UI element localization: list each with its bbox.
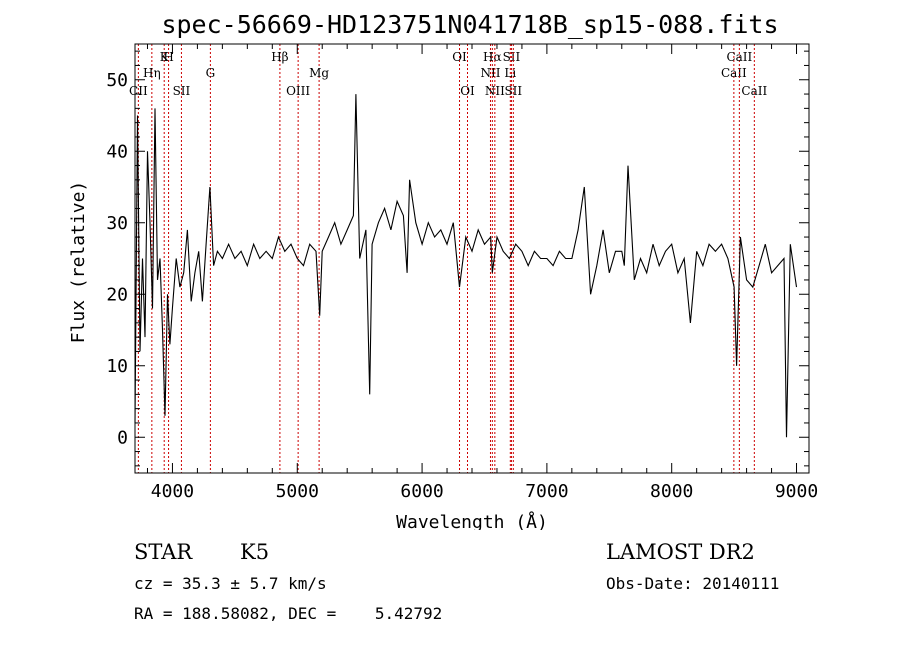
y-tick-label: 40 bbox=[106, 141, 128, 162]
y-tick-label: 30 bbox=[106, 213, 128, 234]
spectral-line-label: SII bbox=[173, 84, 191, 98]
observation-date: Obs-Date: 20140111 bbox=[606, 574, 780, 593]
object-subclass: K5 bbox=[240, 540, 270, 564]
y-tick-label: 10 bbox=[106, 356, 128, 377]
x-tick-label: 8000 bbox=[650, 481, 693, 502]
spectral-line-label: Hη bbox=[143, 66, 161, 80]
spectral-line-label: CaII bbox=[741, 84, 767, 98]
spectral-line-label: CII bbox=[129, 84, 148, 98]
x-axis-label: Wavelength (Å) bbox=[396, 511, 548, 530]
spectral-line-label: OIII bbox=[286, 84, 310, 98]
x-tick-label: 5000 bbox=[276, 481, 319, 502]
spectral-line-label: Mg bbox=[309, 66, 329, 80]
spectral-line-label: SII bbox=[504, 84, 522, 98]
y-axis-label: Flux (relative) bbox=[68, 181, 89, 344]
y-tick-label: 20 bbox=[106, 284, 128, 305]
spectral-line-label: OI bbox=[452, 50, 467, 64]
x-tick-label: 4000 bbox=[151, 481, 194, 502]
spectral-line-label: CaII bbox=[721, 66, 747, 80]
object-class: STAR bbox=[134, 540, 193, 564]
x-tick-label: 6000 bbox=[400, 481, 443, 502]
spectral-line-label: H bbox=[163, 50, 173, 64]
spectral-line-label: Hβ bbox=[271, 50, 288, 64]
spectral-line-markers: CIIHηKHSIIGHβOIIIMgOIOINIIHαNIISIILiSIIC… bbox=[129, 44, 767, 473]
x-tick-label: 7000 bbox=[525, 481, 568, 502]
spectral-line-label: G bbox=[206, 66, 216, 80]
spectrum-chart: spec-56669-HD123751N041718B_sp15-088.fit… bbox=[68, 10, 818, 530]
y-tick-label: 0 bbox=[117, 427, 128, 448]
spectral-line-label: NII bbox=[480, 66, 500, 80]
plot-axes: 4000 5000 6000 7000 8000 9000 0 10 20 30 40 50 bbox=[106, 43, 818, 502]
redshift-cz: cz = 35.3 ± 5.7 km/s bbox=[134, 574, 327, 593]
spectrum-line bbox=[134, 94, 798, 438]
coordinates: RA = 188.58082, DEC = 5.42792 bbox=[134, 604, 443, 623]
spectrum-series bbox=[134, 94, 798, 438]
spectral-line-label: Li bbox=[504, 66, 516, 80]
spectral-line-label: K bbox=[160, 50, 170, 64]
x-tick-label: 9000 bbox=[775, 481, 818, 502]
spectral-line-label: SII bbox=[503, 50, 521, 64]
spectral-line-label: NII bbox=[485, 84, 505, 98]
survey-name: LAMOST DR2 bbox=[606, 540, 755, 564]
spectral-line-label: Hα bbox=[483, 50, 502, 64]
y-tick-label: 50 bbox=[106, 70, 128, 91]
spectral-line-label: OI bbox=[460, 84, 475, 98]
spectral-line-label: CaII bbox=[726, 50, 752, 64]
plot-frame bbox=[134, 43, 810, 474]
chart-title: spec-56669-HD123751N041718B_sp15-088.fit… bbox=[161, 10, 778, 39]
